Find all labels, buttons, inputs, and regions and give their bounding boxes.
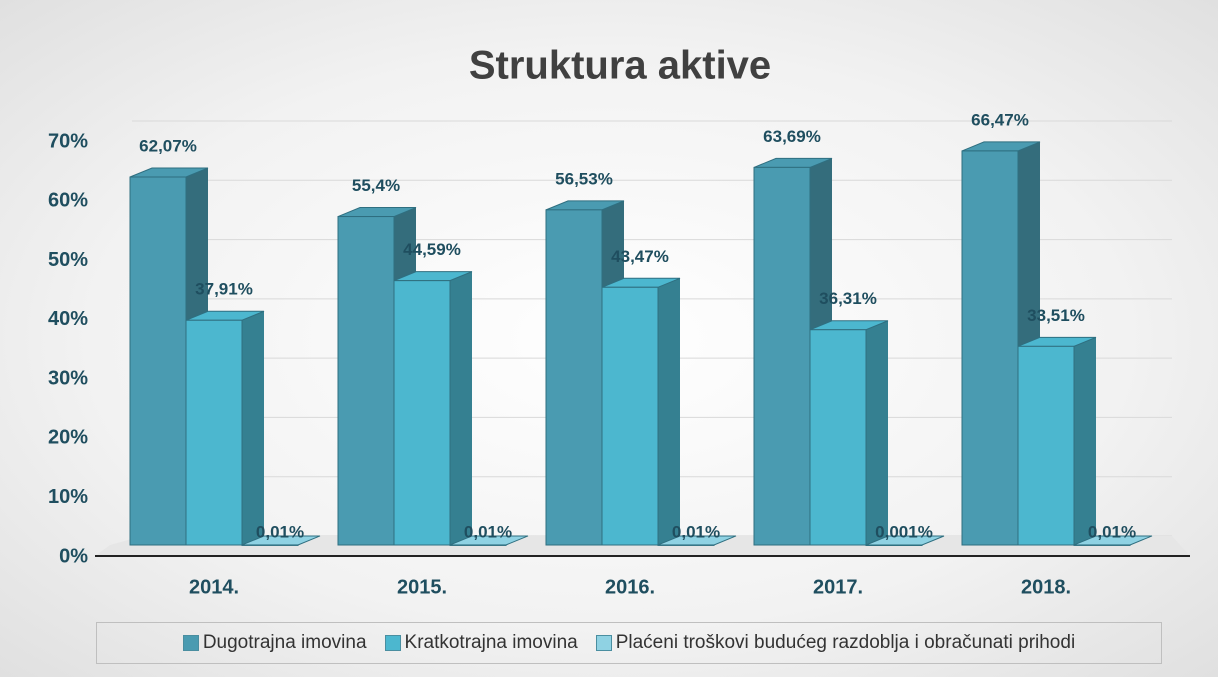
- bar: [601, 286, 659, 546]
- value-label: 62,07%: [139, 136, 197, 155]
- bar: [753, 166, 811, 546]
- bar: [961, 150, 1019, 546]
- x-tick-label: 2016.: [605, 576, 655, 598]
- bar-side: [658, 278, 680, 545]
- value-label: 55,4%: [352, 176, 400, 195]
- bar: [337, 216, 395, 546]
- legend-swatch: [182, 635, 199, 651]
- bar-side: [450, 271, 472, 545]
- y-tick-label: 20%: [48, 427, 88, 449]
- value-label: 33,51%: [1027, 306, 1085, 325]
- y-tick-label: 70%: [48, 130, 88, 152]
- bar: [241, 544, 299, 546]
- bar: [1073, 544, 1131, 546]
- value-label: 37,91%: [195, 280, 253, 299]
- y-tick-label: 50%: [48, 249, 88, 271]
- chart-title: Struktura aktive: [469, 44, 771, 88]
- value-label: 0,01%: [672, 522, 720, 541]
- value-label: 0,01%: [256, 522, 304, 541]
- bar: [1017, 345, 1075, 546]
- value-label: 44,59%: [403, 240, 461, 259]
- bar-side: [866, 320, 888, 545]
- y-tick-label: 0%: [59, 545, 88, 567]
- bar: [185, 319, 243, 546]
- y-tick-label: 60%: [48, 190, 88, 212]
- legend-label: Kratkotrajna imovina: [404, 632, 578, 653]
- bar: [657, 544, 715, 546]
- bar: [449, 544, 507, 546]
- value-label: 36,31%: [819, 289, 877, 308]
- legend: Dugotrajna imovina Kratkotrajna imovina Pl…: [96, 622, 1162, 664]
- bar: [865, 544, 923, 546]
- x-tick-label: 2017.: [813, 576, 863, 598]
- value-label: 63,69%: [763, 127, 821, 146]
- y-tick-label: 30%: [48, 367, 88, 389]
- value-label: 0,01%: [1088, 522, 1136, 541]
- legend-item: Dugotrajna imovina: [182, 632, 367, 654]
- x-tick-label: 2018.: [1021, 576, 1071, 598]
- bar-side: [242, 311, 264, 545]
- y-tick-label: 40%: [48, 308, 88, 330]
- value-label: 66,47%: [971, 110, 1029, 129]
- legend-swatch: [595, 635, 612, 651]
- legend-label: Plaćeni troškovi budućeg razdoblja i obr…: [615, 632, 1076, 653]
- x-tick-label: 2015.: [397, 576, 447, 598]
- bar-side: [1074, 337, 1096, 545]
- value-label: 0,001%: [875, 522, 933, 541]
- bar: [393, 280, 451, 546]
- y-tick-label: 10%: [48, 486, 88, 508]
- bar: [129, 176, 187, 546]
- value-label: 56,53%: [555, 169, 613, 188]
- bar: [545, 209, 603, 546]
- value-label: 43,47%: [611, 247, 669, 266]
- legend-label: Dugotrajna imovina: [202, 632, 367, 653]
- x-tick-label: 2014.: [189, 576, 239, 598]
- bar: [809, 329, 867, 546]
- legend-item: Kratkotrajna imovina: [384, 632, 578, 654]
- value-label: 0,01%: [464, 522, 512, 541]
- legend-swatch: [384, 635, 401, 651]
- legend-item: Plaćeni troškovi budućeg razdoblja i obr…: [595, 632, 1076, 654]
